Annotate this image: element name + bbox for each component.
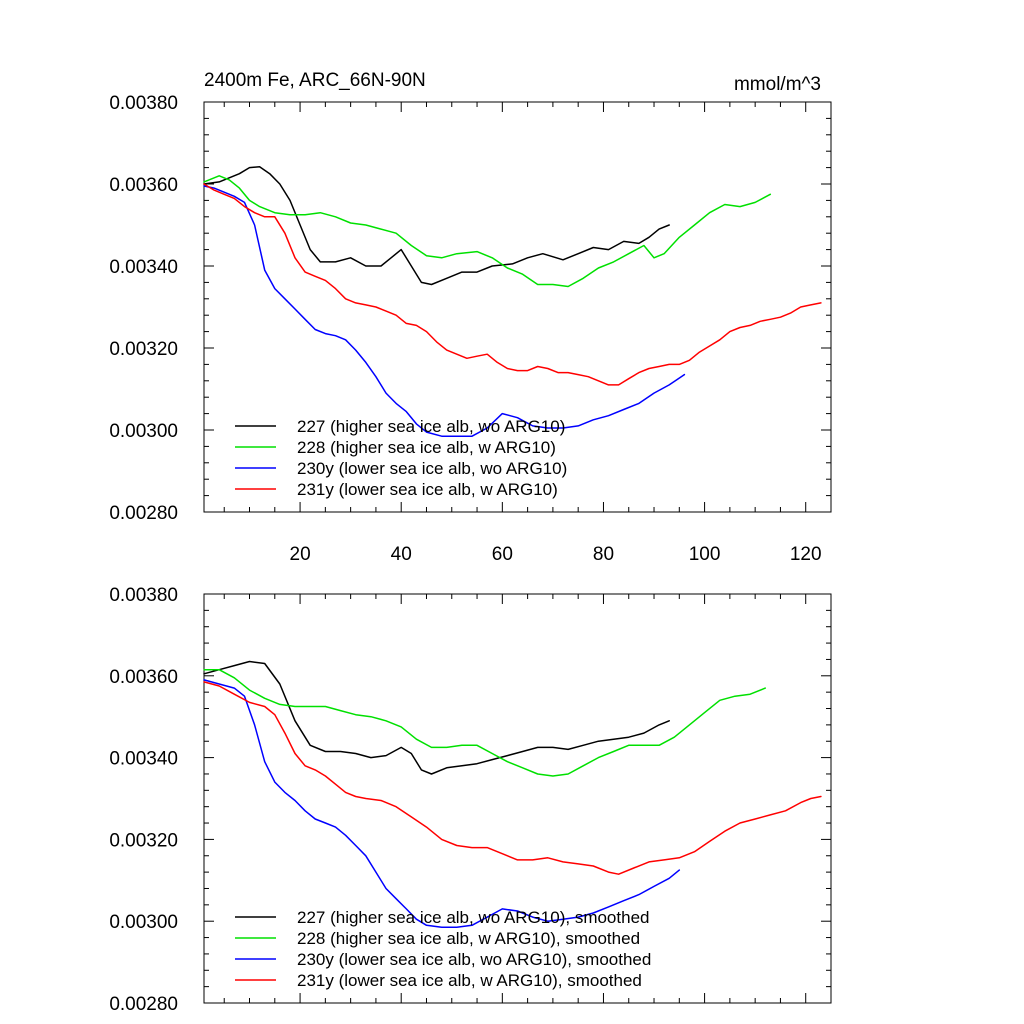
series-line-0 [203, 166, 670, 286]
x-tick-label: 40 [391, 544, 412, 565]
y-tick-label: 0.00380 [109, 93, 178, 114]
legend-label: 228 (higher sea ice alb, w ARG10) [297, 438, 556, 457]
panel-bottom: 0.00380 0.00360 0.00340 0.00320 0.00300 0.002… [109, 585, 832, 1015]
units-label: mmol/m^3 [734, 74, 821, 95]
y-tick-label: 0.00280 [109, 503, 178, 524]
y-tick-label: 0.00280 [109, 994, 178, 1015]
series-line-1 [203, 668, 767, 777]
legend-label: 230y (lower sea ice alb, wo ARG10), smoo… [297, 950, 651, 969]
y-tick-label: 0.00320 [109, 830, 178, 851]
series-line-3 [203, 681, 822, 875]
y-tick-label: 0.00340 [109, 257, 178, 278]
series-line-2 [203, 679, 681, 929]
legend-label: 230y (lower sea ice alb, wo ARG10) [297, 459, 567, 478]
legend-label: 231y (lower sea ice alb, w ARG10) [297, 480, 558, 499]
legend-label: 228 (higher sea ice alb, w ARG10), smoot… [297, 929, 640, 948]
series-line-2 [203, 185, 686, 437]
y-tick-label: 0.00340 [109, 749, 178, 770]
series-line-1 [203, 175, 772, 288]
x-tick-label: 100 [689, 544, 721, 565]
y-tick-label: 0.00360 [109, 667, 178, 688]
y-tick-label: 0.00380 [109, 585, 178, 606]
series-line-3 [203, 183, 822, 386]
legend-label: 227 (higher sea ice alb, wo ARG10), smoo… [297, 908, 649, 927]
x-tick-label: 60 [492, 544, 513, 565]
x-tick-label: 20 [290, 544, 311, 565]
x-tick-label: 120 [790, 544, 822, 565]
y-tick-label: 0.00300 [109, 421, 178, 442]
y-tick-label: 0.00360 [109, 175, 178, 196]
plot-frame [203, 101, 832, 513]
x-tick-label: 80 [593, 544, 614, 565]
y-tick-label: 0.00320 [109, 339, 178, 360]
plot-frame [203, 593, 832, 1004]
panel-top: 0.00380 0.00360 0.00340 0.00320 0.00300 0.002… [109, 70, 832, 565]
legend-label: 231y (lower sea ice alb, w ARG10), smoot… [297, 971, 642, 990]
chart-title: 2400m Fe, ARC_66N-90N [204, 70, 426, 91]
legend-label: 227 (higher sea ice alb, wo ARG10) [297, 417, 565, 436]
series-line-0 [203, 660, 670, 775]
y-tick-label: 0.00300 [109, 912, 178, 933]
